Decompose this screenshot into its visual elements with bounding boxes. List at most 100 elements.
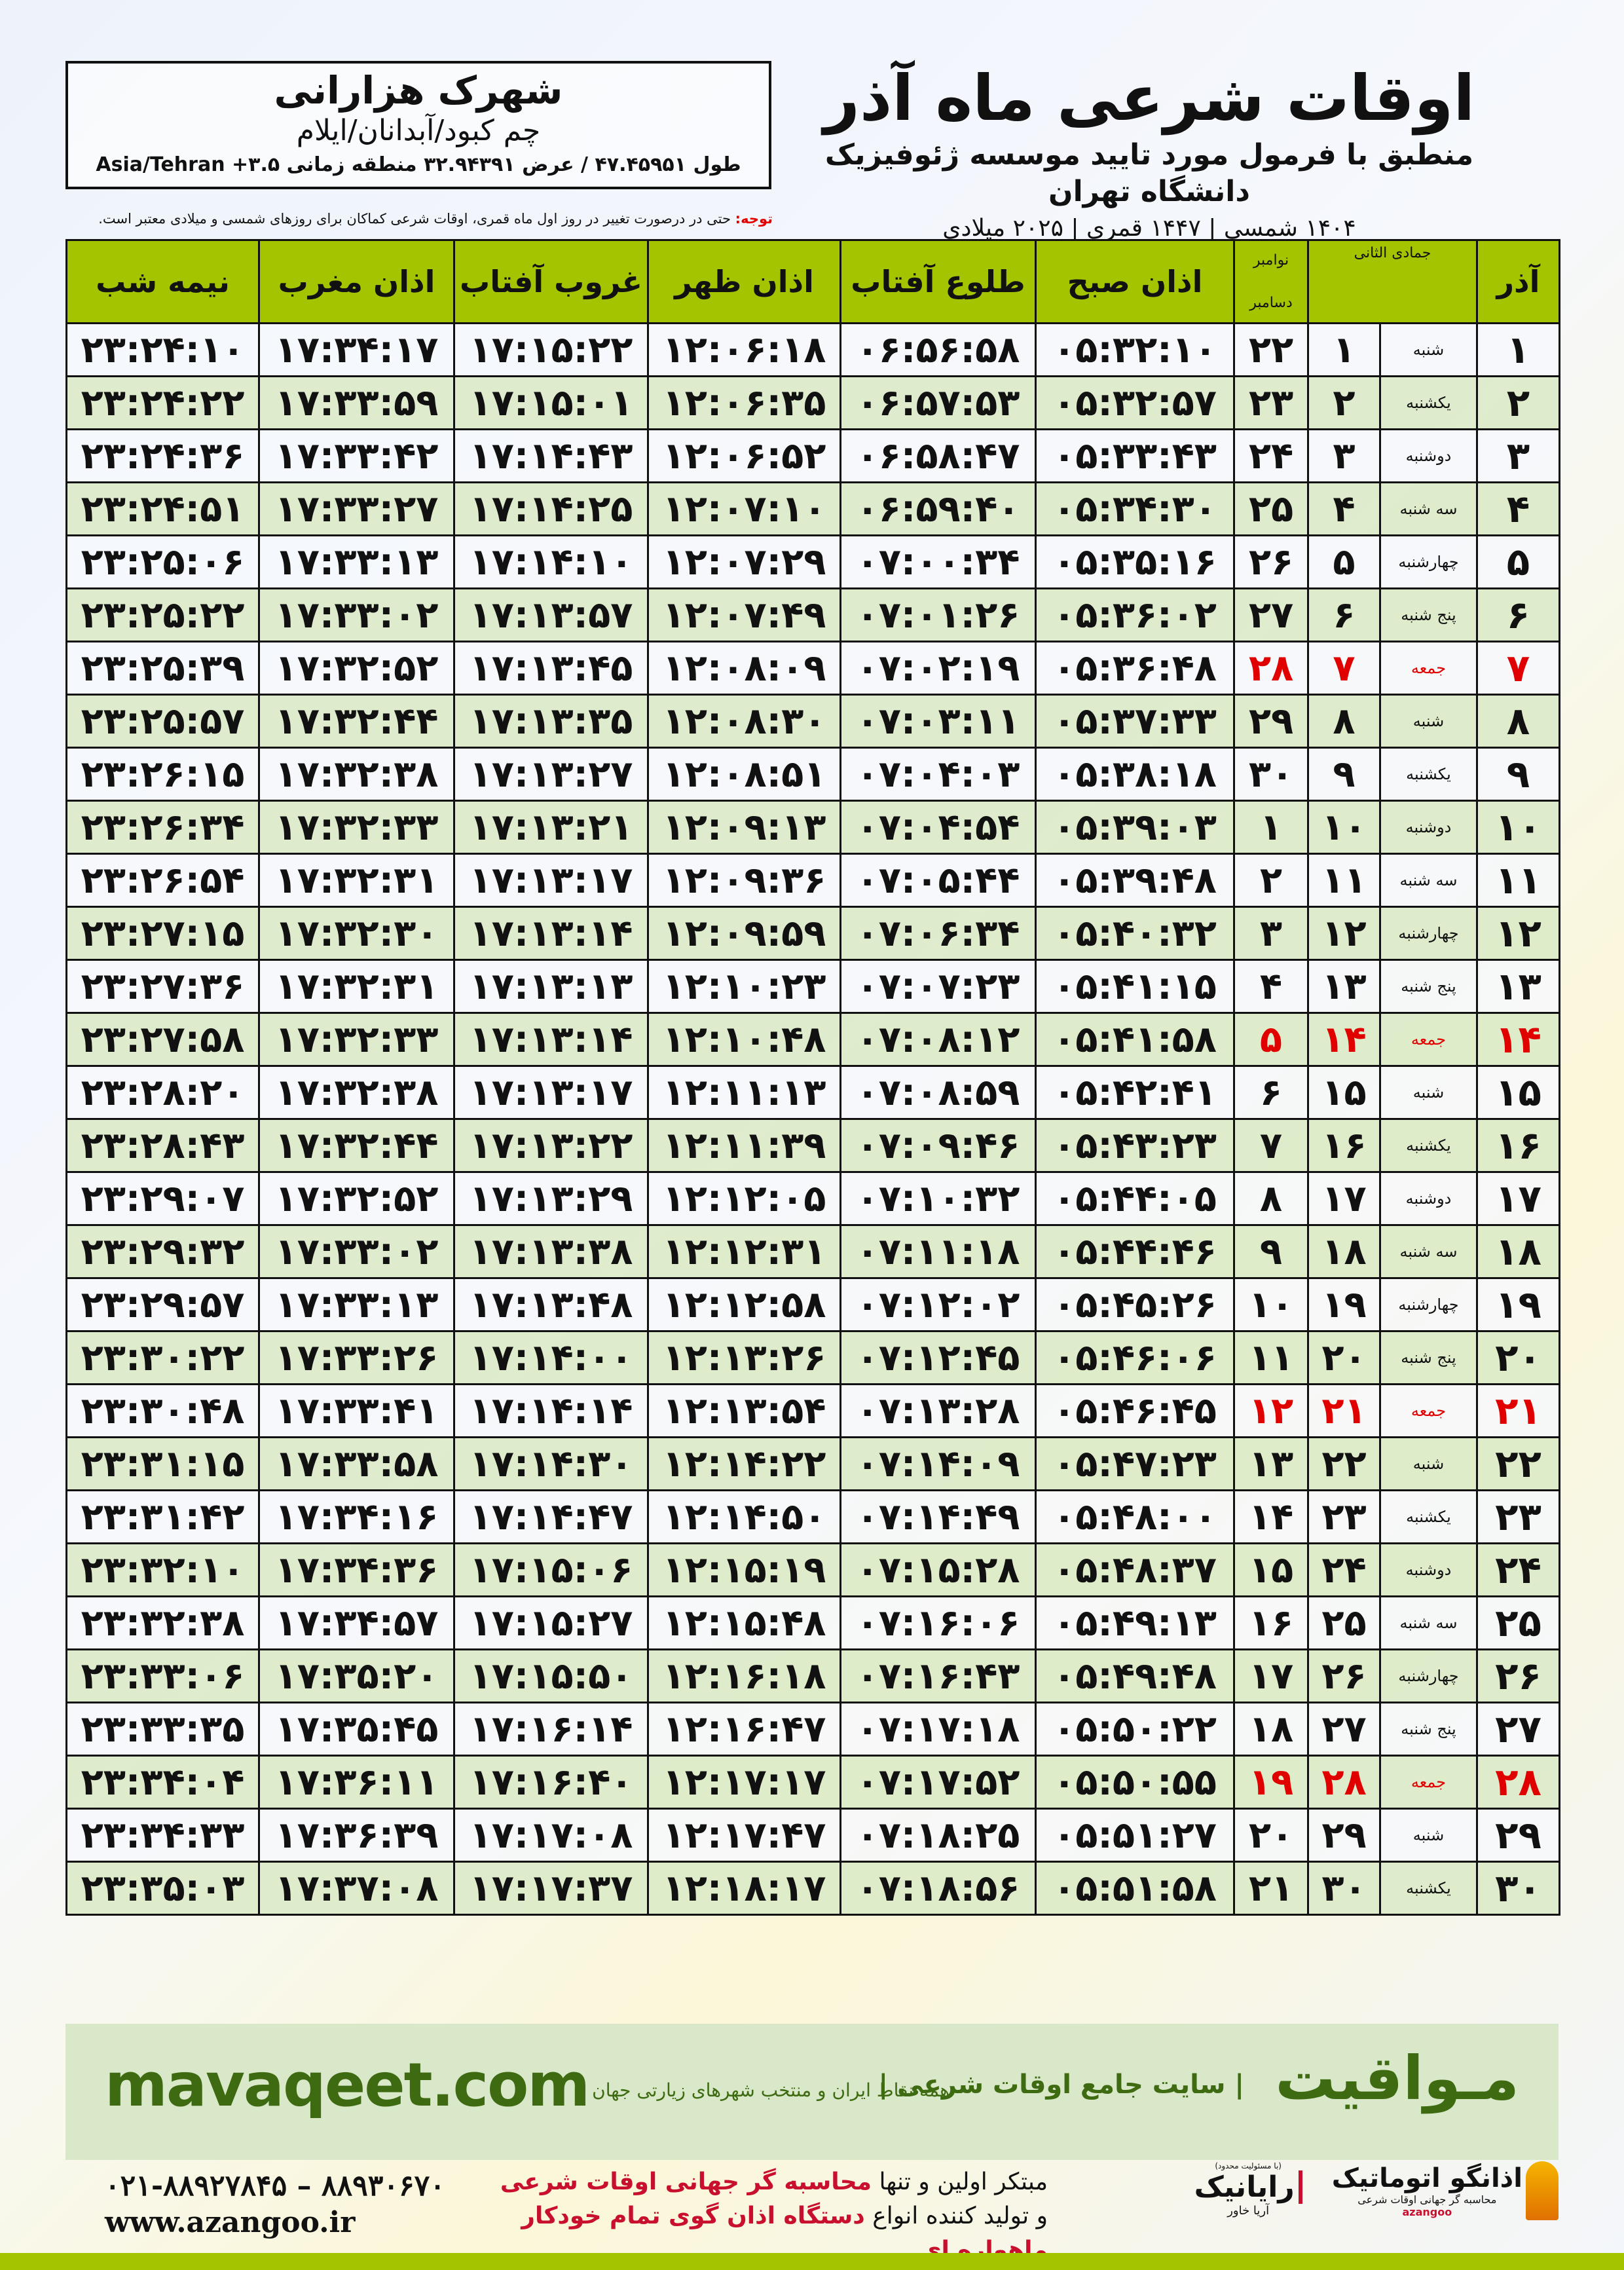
day-qamari: ۱۲ [1307, 906, 1381, 961]
weekday: پنج شنبه [1379, 1702, 1478, 1757]
tolu: ۰۷:۱۸:۵۶ [840, 1861, 1037, 1916]
azan-sobh: ۰۵:۴۱:۱۵ [1035, 959, 1235, 1014]
weekday: یکشنبه [1379, 747, 1478, 802]
tolu: ۰۷:۱۲:۴۵ [840, 1330, 1037, 1385]
website-link[interactable]: www.azangoo.ir [105, 2206, 356, 2239]
weekday: شنبه [1379, 1436, 1478, 1491]
azan-sobh: ۰۵:۳۶:۴۸ [1035, 641, 1235, 696]
table-row: ۲۰ پنج شنبه ۲۰ ۱۱ ۰۵:۴۶:۰۶ ۰۷:۱۲:۴۵ ۱۲:۱۳:۲۶ ۱۷… [65, 1330, 1560, 1385]
azan-zohr: ۱۲:۱۲:۵۸ [647, 1277, 841, 1332]
azan-zohr: ۱۲:۱۸:۱۷ [647, 1861, 841, 1916]
azan-sobh: ۰۵:۴۵:۲۶ [1035, 1277, 1235, 1332]
azan-zohr: ۱۲:۰۹:۳۶ [647, 853, 841, 908]
header-miladi: نوامبر دسامبر [1233, 239, 1309, 324]
table-row: ۳ دوشنبه ۳ ۲۴ ۰۵:۳۳:۴۳ ۰۶:۵۸:۴۷ ۱۲:۰۶:۵۲ ۱۷:۱۴:… [65, 428, 1560, 483]
nimeshab: ۲۳:۳۲:۱۰ [65, 1542, 260, 1597]
day-azar: ۲۸ [1476, 1755, 1560, 1810]
azan-sobh: ۰۵:۴۶:۴۵ [1035, 1383, 1235, 1438]
azan-maghreb: ۱۷:۳۵:۲۰ [258, 1648, 455, 1703]
day-azar: ۱۷ [1476, 1171, 1560, 1226]
azan-sobh: ۰۵:۳۲:۱۰ [1035, 322, 1235, 377]
table-row: ۲۱ جمعه ۲۱ ۱۲ ۰۵:۴۶:۴۵ ۰۷:۱۳:۲۸ ۱۲:۱۳:۵۴ ۱۷:۱۴:… [65, 1383, 1560, 1438]
weekday: یکشنبه [1379, 1118, 1478, 1173]
day-azar: ۱۱ [1476, 853, 1560, 908]
day-qamari: ۸ [1307, 694, 1381, 749]
day-miladi: ۴ [1233, 959, 1309, 1014]
tolu: ۰۷:۰۵:۴۴ [840, 853, 1037, 908]
weekday: سه شنبه [1379, 1224, 1478, 1279]
azan-sobh: ۰۵:۴۴:۰۵ [1035, 1171, 1235, 1226]
day-miladi: ۱۳ [1233, 1436, 1309, 1491]
day-qamari: ۲ [1307, 375, 1381, 430]
weekday: دوشنبه [1379, 800, 1478, 855]
table-row: ۴ سه شنبه ۴ ۲۵ ۰۵:۳۴:۳۰ ۰۶:۵۹:۴۰ ۱۲:۰۷:۱۰ ۱۷:۱۴… [65, 481, 1560, 536]
ghorub: ۱۷:۱۳:۴۵ [453, 641, 649, 696]
year-line: ۱۴۰۴ شمسی | ۱۴۴۷ قمری | ۲۰۲۵ میلادی [942, 215, 1356, 242]
azan-maghreb: ۱۷:۳۳:۰۲ [258, 1224, 455, 1279]
day-azar: ۲ [1476, 375, 1560, 430]
weekday: سه شنبه [1379, 1595, 1478, 1650]
nimeshab: ۲۳:۲۶:۵۴ [65, 853, 260, 908]
azan-zohr: ۱۲:۱۵:۴۸ [647, 1595, 841, 1650]
day-qamari: ۱۷ [1307, 1171, 1381, 1226]
azan-maghreb: ۱۷:۳۲:۳۱ [258, 853, 455, 908]
nimeshab: ۲۳:۲۸:۴۳ [65, 1118, 260, 1173]
day-azar: ۱۲ [1476, 906, 1560, 961]
tolu: ۰۶:۵۶:۵۸ [840, 322, 1037, 377]
day-miladi: ۸ [1233, 1171, 1309, 1226]
table-row: ۱۹ چهارشنبه ۱۹ ۱۰ ۰۵:۴۵:۲۶ ۰۷:۱۲:۰۲ ۱۲:۱۲:۵۸ ۱۷… [65, 1277, 1560, 1332]
nimeshab: ۲۳:۲۴:۳۶ [65, 428, 260, 483]
day-azar: ۱۶ [1476, 1118, 1560, 1173]
day-miladi: ۱ [1233, 800, 1309, 855]
azan-zohr: ۱۲:۱۰:۴۸ [647, 1012, 841, 1067]
tolu: ۰۷:۱۶:۰۶ [840, 1595, 1037, 1650]
tolu: ۰۷:۰۲:۱۹ [840, 641, 1037, 696]
azan-zohr: ۱۲:۰۸:۵۱ [647, 747, 841, 802]
day-miladi: ۱۴ [1233, 1489, 1309, 1544]
azan-zohr: ۱۲:۱۲:۳۱ [647, 1224, 841, 1279]
ghorub: ۱۷:۱۳:۲۲ [453, 1118, 649, 1173]
azan-maghreb: ۱۷:۳۲:۳۰ [258, 906, 455, 961]
header-miladi-top: نوامبر [1253, 252, 1289, 269]
site-link[interactable]: mavaqeet.com [105, 2050, 590, 2120]
day-qamari: ۶ [1307, 587, 1381, 642]
azan-maghreb: ۱۷:۳۷:۰۸ [258, 1861, 455, 1916]
tolu: ۰۷:۰۰:۳۴ [840, 534, 1037, 589]
nimeshab: ۲۳:۳۰:۴۸ [65, 1383, 260, 1438]
day-miladi: ۱۸ [1233, 1702, 1309, 1757]
tolu: ۰۶:۵۹:۴۰ [840, 481, 1037, 536]
nimeshab: ۲۳:۲۶:۳۴ [65, 800, 260, 855]
note-text: حتی در درصورت تغییر در روز اول ماه قمری،… [98, 211, 735, 227]
ghorub: ۱۷:۱۳:۳۸ [453, 1224, 649, 1279]
day-qamari: ۴ [1307, 481, 1381, 536]
table-row: ۲۸ جمعه ۲۸ ۱۹ ۰۵:۵۰:۵۵ ۰۷:۱۷:۵۲ ۱۲:۱۷:۱۷ ۱۷:۱۶:… [65, 1755, 1560, 1810]
nimeshab: ۲۳:۲۵:۵۷ [65, 694, 260, 749]
ghorub: ۱۷:۱۵:۰۱ [453, 375, 649, 430]
day-azar: ۱۰ [1476, 800, 1560, 855]
day-qamari: ۲۰ [1307, 1330, 1381, 1385]
azan-zohr: ۱۲:۰۹:۱۳ [647, 800, 841, 855]
weekday: شنبه [1379, 1065, 1478, 1120]
nimeshab: ۲۳:۳۰:۲۲ [65, 1330, 260, 1385]
table-row: ۱۸ سه شنبه ۱۸ ۹ ۰۵:۴۴:۴۶ ۰۷:۱۱:۱۸ ۱۲:۱۲:۳۱ ۱۷:۱… [65, 1224, 1560, 1279]
azan-maghreb: ۱۷:۳۲:۳۱ [258, 959, 455, 1014]
tolu: ۰۷:۱۸:۲۵ [840, 1808, 1037, 1863]
tolu: ۰۷:۰۱:۲۶ [840, 587, 1037, 642]
ghorub: ۱۷:۱۷:۰۸ [453, 1808, 649, 1863]
azangoo-name: اذانگو اتوماتیک [1331, 2163, 1522, 2193]
azan-sobh: ۰۵:۳۵:۱۶ [1035, 534, 1235, 589]
tolu: ۰۷:۰۸:۱۲ [840, 1012, 1037, 1067]
ghorub: ۱۷:۱۳:۲۱ [453, 800, 649, 855]
ghorub: ۱۷:۱۴:۰۰ [453, 1330, 649, 1385]
azan-sobh: ۰۵:۵۰:۲۲ [1035, 1702, 1235, 1757]
day-azar: ۱۹ [1476, 1277, 1560, 1332]
azan-zohr: ۱۲:۱۷:۴۷ [647, 1808, 841, 1863]
ghorub: ۱۷:۱۳:۲۹ [453, 1171, 649, 1226]
day-miladi: ۹ [1233, 1224, 1309, 1279]
day-miladi: ۷ [1233, 1118, 1309, 1173]
ghorub: ۱۷:۱۵:۵۰ [453, 1648, 649, 1703]
page-subtitle: منطبق با فرمول مورد تایید موسسه ژئوفیزیک… [824, 138, 1474, 208]
azan-zohr: ۱۲:۱۷:۱۷ [647, 1755, 841, 1810]
day-qamari: ۱۰ [1307, 800, 1381, 855]
table-header-row: آذر جمادی الثانی نوامبر دسامبر اذان صبح … [65, 239, 1560, 324]
